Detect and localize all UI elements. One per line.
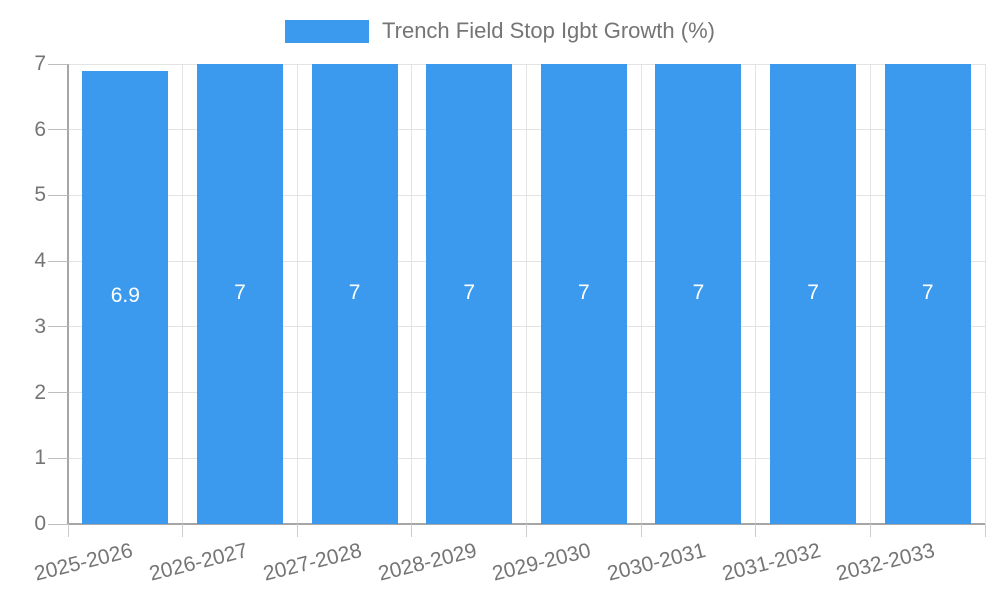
x-tick-label-text: 2027-2028 — [261, 539, 365, 586]
y-tick-label: 2 — [34, 380, 46, 404]
y-tick-label: 1 — [34, 446, 46, 470]
legend-swatch-icon — [285, 19, 370, 43]
y-tick-label: 5 — [34, 183, 46, 207]
x-tick-label-text: 2031-2032 — [719, 539, 823, 586]
x-tick-mark — [640, 524, 642, 537]
x-tick-mark — [67, 524, 69, 537]
y-tick-mark — [48, 457, 68, 459]
x-tick-mark — [296, 524, 298, 537]
x-tick-label-text: 2029-2030 — [490, 539, 594, 586]
bar-2027-2028[interactable]: 7 — [311, 64, 398, 524]
y-tick-mark — [48, 326, 68, 328]
x-tick-label-text: 2028-2029 — [375, 539, 479, 586]
x-gridline — [182, 64, 184, 524]
bar-2025-2026[interactable]: 6.9 — [82, 70, 169, 524]
x-gridline — [984, 64, 986, 524]
bar-2029-2030[interactable]: 7 — [540, 64, 627, 524]
bar-2026-2027[interactable]: 7 — [196, 64, 283, 524]
y-tick-mark — [48, 129, 68, 131]
x-gridline — [755, 64, 757, 524]
x-tick-mark — [984, 524, 986, 537]
y-tick-mark — [48, 63, 68, 65]
bar-value-label: 7 — [577, 281, 590, 304]
bar-value-label: 7 — [348, 281, 361, 304]
x-tick-label-text: 2025-2026 — [31, 539, 135, 586]
y-tick-label: 3 — [34, 314, 46, 338]
x-tick-label-text: 2032-2033 — [834, 539, 938, 586]
y-tick-label: 4 — [34, 249, 46, 273]
x-gridline — [640, 64, 642, 524]
x-gridline — [411, 64, 413, 524]
bar-value-label: 7 — [234, 281, 246, 304]
x-tick-mark — [526, 524, 527, 537]
bar-2030-2031[interactable]: 7 — [655, 64, 742, 524]
y-tick-mark — [48, 392, 68, 394]
x-tick-mark — [869, 524, 871, 537]
bar-value-label: 6.9 — [110, 284, 140, 308]
x-tick-label-text: 2030-2031 — [604, 539, 709, 586]
x-gridline — [869, 64, 871, 524]
bar-2031-2032[interactable]: 7 — [770, 64, 857, 524]
y-tick-mark — [48, 523, 68, 525]
y-tick-label: 6 — [34, 117, 46, 141]
y-axis-line — [67, 64, 69, 524]
bar-value-label: 7 — [692, 281, 705, 304]
x-gridline — [526, 64, 527, 524]
bar-2032-2033[interactable]: 7 — [884, 64, 971, 524]
bar-value-label: 7 — [463, 281, 476, 304]
y-tick-label: 0 — [34, 512, 46, 535]
x-tick-mark — [755, 524, 757, 537]
bar-value-label: 7 — [807, 281, 819, 304]
legend-item[interactable]: Trench Field Stop Igbt Growth (%) — [285, 18, 715, 44]
x-tick-mark — [182, 524, 184, 537]
x-tick-mark — [411, 524, 413, 537]
bar-2028-2029[interactable]: 7 — [426, 64, 513, 524]
x-gridline — [296, 64, 298, 524]
x-tick-label-text: 2026-2027 — [146, 539, 250, 586]
y-tick-label: 7 — [34, 52, 46, 75]
legend-label: Trench Field Stop Igbt Growth (%) — [382, 18, 715, 43]
plot-area: 6.9 7 7 7 7 7 7 7 — [67, 63, 986, 525]
y-tick-mark — [48, 260, 68, 262]
y-tick-mark — [48, 194, 68, 196]
bar-value-label: 7 — [921, 281, 934, 304]
